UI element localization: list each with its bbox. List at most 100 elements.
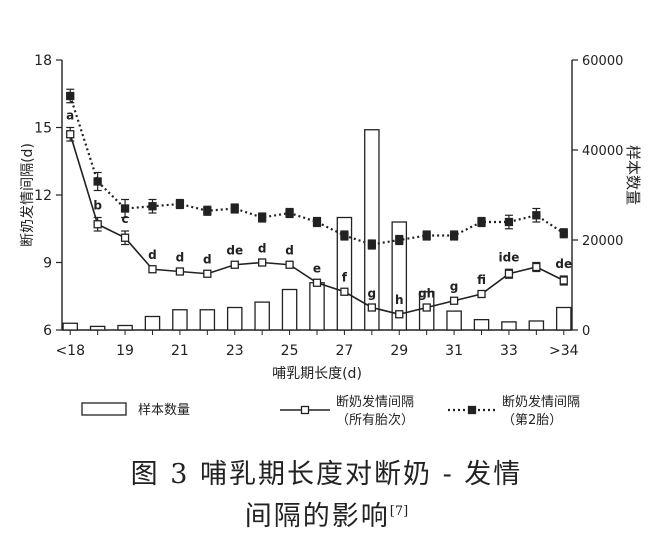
x-tick-label: 19 (116, 343, 134, 359)
bar-sample-count (528, 320, 545, 331)
parity2-point (422, 231, 431, 240)
all-parity-point (422, 303, 431, 312)
all-parity-point (477, 289, 486, 299)
all-parity-point (449, 296, 459, 305)
parity2-point (258, 213, 267, 222)
legend-sub-all-parity: （所有胎次） (336, 412, 414, 428)
caption-line-2-text: 间隔的影响 (244, 501, 390, 532)
legend-sub-parity2: （第2胎） (502, 413, 562, 428)
right-tick-label: 60000 (582, 54, 623, 69)
parity2-point (340, 231, 349, 240)
x-tick-label: 29 (390, 343, 408, 359)
parity2-point (66, 91, 75, 101)
significance-letter: c (122, 212, 129, 226)
legend-solid-marker (300, 405, 310, 415)
all-parity-point (367, 303, 376, 312)
significance-letter: f (342, 271, 348, 285)
bar-sample-count (62, 322, 79, 331)
significance-letter: de (555, 257, 572, 271)
significance-letter: d (285, 244, 294, 258)
bar-sample-count (555, 306, 572, 331)
parity2-point (93, 177, 102, 186)
x-tick-label: 33 (500, 343, 518, 359)
bar-sample-count (144, 315, 161, 331)
parity2-point (504, 217, 514, 227)
legend-label-sample-count: 样本数量 (138, 403, 190, 418)
bar-sample-count (473, 318, 490, 331)
parity2-point (395, 235, 404, 245)
all-parity-point (340, 287, 349, 296)
bar-sample-count (309, 282, 325, 331)
significance-letter: g (368, 286, 377, 300)
all-parity-point (258, 258, 267, 267)
bar-sample-count (117, 324, 133, 331)
right-tick-label: 0 (582, 324, 590, 339)
all-parity-point (148, 265, 157, 274)
bar-sample-count (89, 325, 106, 331)
legend-dashed-marker (467, 405, 477, 415)
all-parity-point (203, 269, 212, 278)
bar-sample-count (281, 288, 298, 331)
all-parity-point (66, 130, 75, 139)
all-parity-point (230, 260, 239, 269)
significance-letter: d (176, 250, 185, 264)
left-tick-label: 12 (34, 188, 52, 204)
caption-line-1: 图 3 哺乳期长度对断奶 - 发情 (130, 459, 523, 490)
parity2-point (312, 217, 322, 227)
x-tick-label: 31 (445, 343, 463, 359)
x-axis-title: 哺乳期长度(d) (272, 366, 362, 382)
left-tick-label: 6 (43, 323, 52, 339)
parity2-point (477, 217, 486, 227)
all-parity-point (532, 262, 541, 272)
all-parity-point (285, 260, 294, 269)
significance-letter: de (226, 244, 243, 258)
parity2-point (120, 204, 130, 213)
parity2-point (449, 231, 459, 240)
left-tick-label: 18 (34, 53, 52, 69)
significance-letter: h (395, 293, 404, 307)
left-axis-title: 断奶发情间隔(d) (20, 143, 36, 247)
bar-sample-count (226, 306, 243, 331)
x-tick-label: <18 (55, 343, 85, 359)
significance-letter: d (258, 241, 267, 255)
left-tick-label: 9 (43, 256, 52, 272)
parity2-point (559, 229, 568, 238)
bar-sample-count (172, 309, 188, 331)
parity2-point (203, 206, 212, 215)
all-parity-point (93, 220, 102, 229)
significance-letter: e (313, 262, 321, 276)
x-tick-label: >34 (549, 343, 579, 359)
bar-sample-count (446, 310, 462, 331)
parity2-point (175, 199, 185, 209)
bar-sample-count (254, 301, 270, 331)
all-parity-point (559, 276, 568, 285)
bar-sample-count (336, 216, 353, 331)
left-tick-label: 15 (34, 121, 52, 137)
bar-sample-count (391, 221, 408, 331)
parity2-point (367, 240, 376, 249)
significance-letter: b (93, 199, 102, 213)
caption-reference: [7] (389, 504, 409, 519)
x-tick-label: 25 (281, 343, 299, 359)
all-parity-point (312, 278, 322, 287)
right-tick-label: 40000 (582, 144, 623, 159)
all-parity-point (395, 310, 404, 319)
legend-bar-swatch (81, 402, 127, 416)
parity2-point (230, 204, 239, 213)
significance-letter: gh (418, 286, 435, 300)
significance-letter: fi (477, 273, 486, 287)
caption-line-2: 间隔的影响[7] (0, 494, 653, 533)
x-tick-label: 21 (171, 343, 189, 359)
bar-sample-count (501, 321, 517, 331)
parity2-point (148, 202, 157, 211)
significance-letter: d (203, 253, 212, 267)
all-parity-point (504, 269, 514, 278)
all-parity-point (175, 267, 185, 276)
legend-label-all-parity: 断奶发情间隔 (336, 394, 414, 410)
parity2-point (532, 211, 541, 220)
bar-sample-count (199, 309, 216, 331)
right-tick-label: 20000 (582, 234, 623, 249)
parity2-point (285, 208, 294, 218)
x-tick-label: 23 (226, 343, 244, 359)
